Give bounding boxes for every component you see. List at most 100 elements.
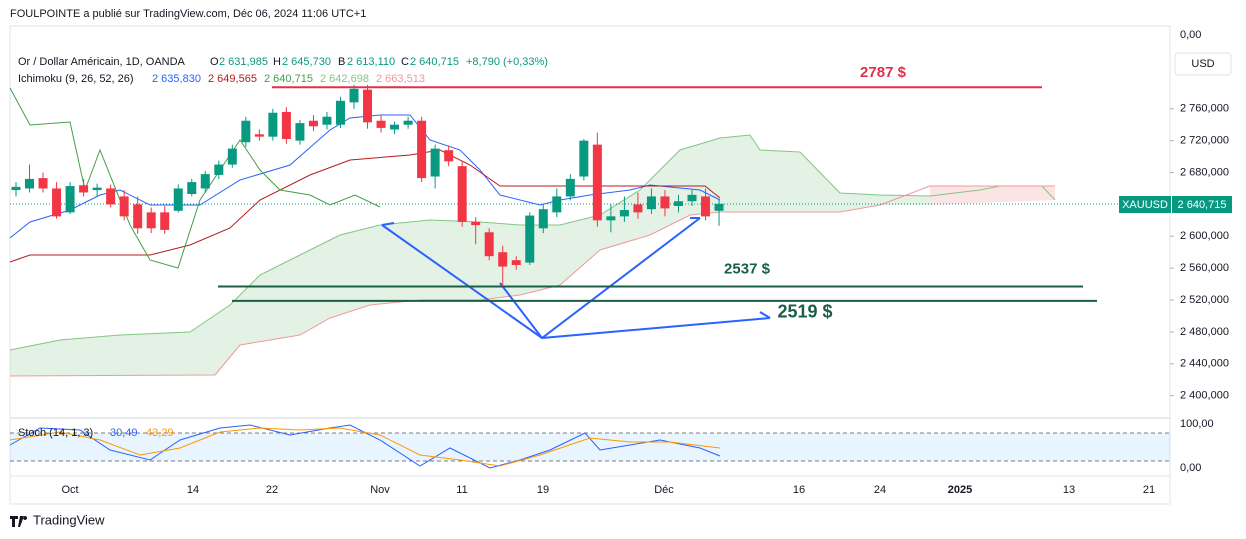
candle-body [295, 123, 305, 141]
candle-body [65, 186, 75, 213]
legend-label: B [338, 56, 345, 68]
candle-body [52, 188, 62, 217]
x-tick-label: 22 [266, 484, 278, 496]
senkou-b [9, 185, 1055, 377]
candle-body [106, 188, 116, 205]
candle-body [660, 196, 670, 209]
candle-body [633, 204, 643, 213]
candle-body [565, 178, 575, 197]
legend-change: +8,790 (+0,33%) [466, 56, 548, 68]
x-tick-label: 21 [1143, 484, 1155, 496]
footer: TradingView [33, 512, 105, 527]
ichimoku-value: 2 640,715 [264, 73, 313, 85]
x-tick-label: 24 [874, 484, 886, 496]
legend-label: C [401, 56, 409, 68]
y-tick-label: 2 680,000 [1180, 166, 1229, 178]
y-tick-label: 2 400,000 [1180, 390, 1229, 402]
ichimoku-name: Ichimoku (9, 26, 52, 26) [18, 73, 134, 85]
stoch-d-value: 43,29 [146, 427, 174, 439]
stoch-k [9, 424, 721, 469]
stoch-band [10, 433, 1170, 461]
candle-body [457, 166, 467, 222]
legend-value: 2 613,110 [347, 56, 395, 68]
candle-body [119, 196, 129, 217]
y-tick-label: 2 760,000 [1180, 103, 1229, 115]
y-tick-label: 2 720,000 [1180, 135, 1229, 147]
symbol-tag [1119, 196, 1171, 213]
stoch-k-value: 30,49 [110, 427, 138, 439]
candle-body [430, 148, 440, 177]
candle-body [552, 196, 562, 213]
candle-body [173, 188, 183, 211]
candle-body [335, 100, 345, 125]
level-label: 2787 $ [860, 64, 907, 81]
ichimoku-value: 2 635,830 [152, 73, 201, 85]
candle-body [200, 174, 210, 189]
legend-value: 2 631,985 [219, 56, 268, 68]
candle-body [187, 182, 197, 195]
legend-value: 2 640,715 [410, 56, 459, 68]
y-tick-label: 2 480,000 [1180, 326, 1229, 338]
stoch-tick: 0,00 [1180, 462, 1201, 474]
legend-label: H [273, 56, 281, 68]
candle-body [268, 112, 278, 137]
candle-body [25, 178, 35, 189]
candle-body [538, 209, 548, 229]
candle-body [146, 212, 156, 229]
candle-body [592, 144, 602, 221]
x-tick-label: 14 [187, 484, 199, 496]
ichimoku-value: 2 649,565 [208, 73, 257, 85]
candle-body [281, 111, 291, 140]
candle-body [444, 150, 454, 162]
x-tick-label: Déc [654, 484, 674, 496]
candle-body [714, 203, 724, 211]
candle-body [471, 221, 481, 226]
legend-value: 2 645,730 [282, 56, 331, 68]
candle-body [701, 196, 711, 217]
stoch-d [9, 427, 721, 467]
candle-body [133, 204, 143, 229]
candle-body [241, 120, 251, 143]
tv-logo [10, 516, 28, 527]
x-tick-label: 13 [1063, 484, 1075, 496]
ichimoku-value: 2 663,513 [376, 73, 425, 85]
y-tick-label: 2 520,000 [1180, 294, 1229, 306]
stoch-tick: 100,00 [1180, 418, 1214, 430]
candle-body [687, 194, 697, 202]
candle-body [376, 120, 386, 128]
ichimoku-value: 2 642,698 [320, 73, 369, 85]
candle-body [417, 120, 427, 179]
candle-body [525, 215, 535, 263]
candle-body [484, 232, 494, 257]
candle-body [403, 120, 413, 125]
candle-body [349, 88, 359, 103]
candle-body [38, 178, 48, 189]
currency-button[interactable] [1174, 52, 1232, 76]
candle-body [160, 212, 170, 230]
x-tick-label: Oct [61, 484, 78, 496]
chikou [9, 87, 381, 269]
currency: USD [1191, 58, 1214, 70]
y-tick-label: 2 560,000 [1180, 262, 1229, 274]
arrows [381, 217, 771, 340]
candle-body [606, 216, 616, 221]
level-label: 2519 $ [777, 302, 832, 322]
x-tick-label: Nov [370, 484, 390, 496]
candle-body [673, 201, 683, 206]
candle-body [390, 124, 400, 130]
candle-body [254, 134, 264, 137]
level-label: 2537 $ [724, 260, 771, 277]
x-tick-label: 19 [537, 484, 549, 496]
candle-body [322, 116, 332, 125]
candle-body [646, 196, 656, 210]
x-tick-label: 11 [456, 484, 467, 496]
header: FOULPOINTE a publié sur TradingView.com,… [10, 8, 366, 20]
y-tick-label: 2 440,000 [1180, 358, 1229, 370]
candle-body [363, 89, 373, 123]
top-label: 0,00 [1180, 29, 1201, 41]
candle-body [79, 185, 89, 193]
kumo-cloud [10, 135, 930, 376]
candle-body [619, 209, 629, 217]
